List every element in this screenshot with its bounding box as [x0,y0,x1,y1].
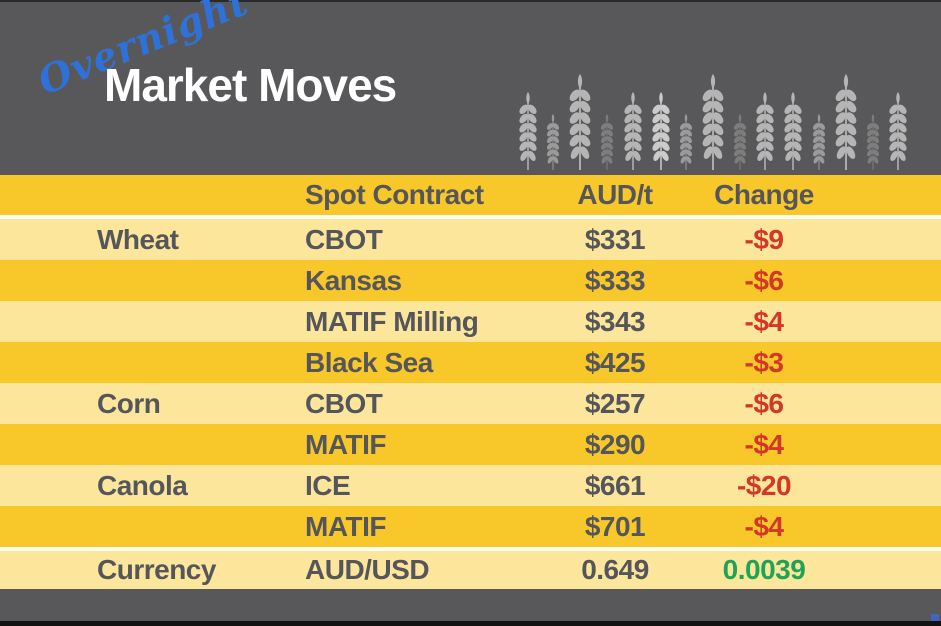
table-row: Canola ICE $661 -$20 [0,465,941,506]
wheat-icon [783,92,803,170]
cell-contract: ICE [305,469,351,501]
table-row: MATIF $701 -$4 [0,506,941,547]
cell-change: -$6 [744,387,784,419]
corner-logo-fragment [931,614,939,621]
table-row: Currency AUD/USD 0.649 0.0039 [0,551,941,589]
wheat-icon [651,92,671,170]
wheat-icon [546,114,560,170]
cell-change: -$4 [744,510,784,542]
cell-price: $290 [584,428,646,460]
cell-category: Wheat [97,223,179,255]
cell-price: $425 [584,346,646,378]
wheat-icon [812,114,826,170]
cell-contract: CBOT [305,387,383,419]
row-separator [0,215,941,219]
column-header-price: AUD/t [577,179,653,210]
cell-contract: MATIF [305,510,386,542]
cell-contract: CBOT [305,223,383,255]
cell-price: $661 [584,469,646,501]
top-border [0,0,941,2]
cell-contract: AUD/USD [305,554,430,585]
wheat-icon [755,92,775,170]
market-table: Spot Contract AUD/t Change Wheat CBOT $3… [0,175,941,589]
column-header-contract: Spot Contract [305,179,484,210]
cell-price: $333 [584,264,646,296]
cell-contract: Kansas [305,264,402,296]
cell-category: Canola [97,469,188,501]
cell-category: Corn [97,387,161,419]
page-title: Market Moves [104,59,397,111]
table-row: MATIF $290 -$4 [0,424,941,465]
cell-price: 0.649 [581,554,649,585]
table-row: Wheat CBOT $331 -$9 [0,219,941,260]
cell-change: -$4 [744,428,784,460]
wheat-icon [623,92,643,170]
bottom-border [0,621,941,626]
cell-change: -$20 [736,469,792,501]
wheat-icon [518,92,538,170]
wheat-icon [888,92,908,170]
cell-change: -$4 [744,305,784,337]
wheat-icon [866,114,880,170]
table-row: Black Sea $425 -$3 [0,342,941,383]
header: Overnight Market Moves [0,0,941,175]
cell-change: 0.0039 [722,554,806,585]
cell-category: Currency [97,554,216,585]
wheat-icon [701,74,725,170]
table-row: MATIF Milling $343 -$4 [0,301,941,342]
cell-contract: Black Sea [305,346,433,378]
cell-change: -$6 [744,264,784,296]
cell-contract: MATIF [305,428,386,460]
cell-change: -$3 [744,346,784,378]
cell-price: $257 [584,387,646,419]
wheat-icon [600,114,614,170]
wheat-icon [733,114,747,170]
table-header-row: Spot Contract AUD/t Change [0,175,941,215]
wheat-icon [834,74,858,170]
cell-contract: MATIF Milling [305,305,479,337]
wheat-icon [679,114,693,170]
cell-price: $701 [584,510,646,542]
footer [0,589,941,621]
wheat-icon [568,74,592,170]
row-separator [0,547,941,551]
cell-price: $343 [584,305,646,337]
table-row: Corn CBOT $257 -$6 [0,383,941,424]
column-header-change: Change [714,179,814,210]
wheat-row [518,72,908,170]
cell-price: $331 [584,223,646,255]
table-row: Kansas $333 -$6 [0,260,941,301]
cell-change: -$9 [744,223,784,255]
